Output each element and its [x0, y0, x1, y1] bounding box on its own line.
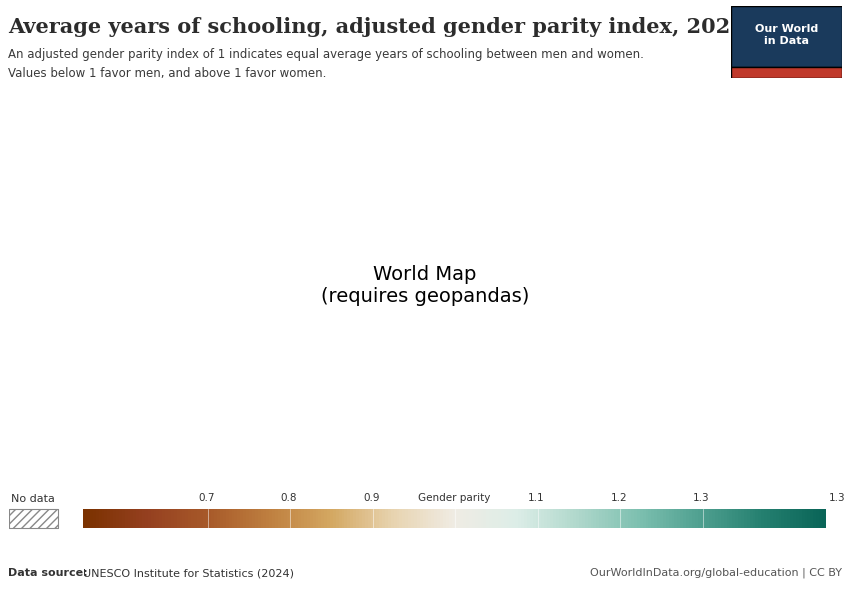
Text: Our World
in Data: Our World in Data — [755, 24, 818, 46]
FancyBboxPatch shape — [8, 509, 58, 528]
Text: 1.3: 1.3 — [693, 493, 710, 503]
Text: 1.1: 1.1 — [528, 493, 545, 503]
Text: 0.9: 0.9 — [363, 493, 380, 503]
Text: 1.2: 1.2 — [610, 493, 627, 503]
Text: UNESCO Institute for Statistics (2024): UNESCO Institute for Statistics (2024) — [83, 568, 294, 578]
Text: An adjusted gender parity index of 1 indicates equal average years of schooling : An adjusted gender parity index of 1 ind… — [8, 48, 644, 61]
Text: Values below 1 favor men, and above 1 favor women.: Values below 1 favor men, and above 1 fa… — [8, 67, 327, 80]
Text: World Map
(requires geopandas): World Map (requires geopandas) — [320, 265, 530, 305]
Text: Gender parity: Gender parity — [417, 493, 490, 503]
Text: Data source:: Data source: — [8, 568, 92, 578]
Text: 0.8: 0.8 — [280, 493, 297, 503]
Text: OurWorldInData.org/global-education | CC BY: OurWorldInData.org/global-education | CC… — [590, 568, 842, 578]
FancyBboxPatch shape — [731, 6, 842, 67]
Text: 0.7: 0.7 — [198, 493, 215, 503]
FancyBboxPatch shape — [731, 67, 842, 78]
Text: Average years of schooling, adjusted gender parity index, 2022: Average years of schooling, adjusted gen… — [8, 17, 745, 37]
Text: 1.3: 1.3 — [829, 493, 846, 503]
Text: No data: No data — [11, 494, 55, 504]
